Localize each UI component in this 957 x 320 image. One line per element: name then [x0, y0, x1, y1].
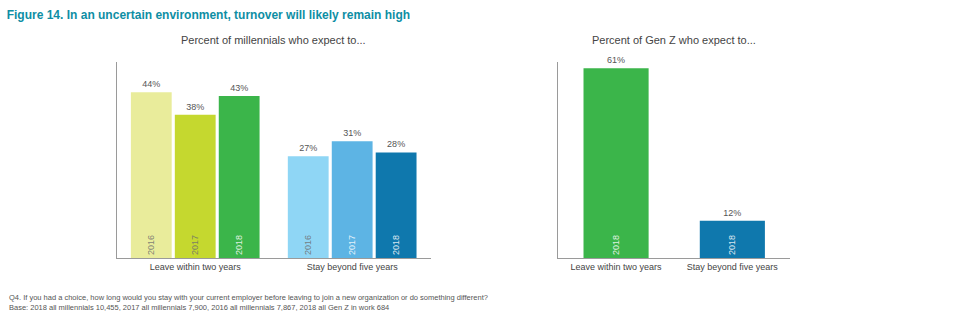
svg-text:61%: 61% [607, 55, 625, 65]
svg-text:2018: 2018 [234, 235, 244, 255]
svg-text:Q4. If you had a choice, how l: Q4. If you had a choice, how long would … [9, 293, 488, 302]
svg-text:Leave within two years: Leave within two years [571, 262, 663, 272]
svg-text:Base: 2018 all millennials 10,: Base: 2018 all millennials 10,455, 2017 … [9, 303, 389, 312]
svg-text:Stay beyond five years: Stay beyond five years [687, 262, 779, 272]
svg-text:Percent of millennials who exp: Percent of millennials who expect to... [181, 34, 366, 46]
svg-text:38%: 38% [186, 102, 204, 112]
svg-text:31%: 31% [343, 128, 361, 138]
svg-text:2018: 2018 [611, 235, 621, 255]
svg-text:27%: 27% [299, 143, 317, 153]
svg-text:Leave within two years: Leave within two years [150, 262, 242, 272]
svg-text:2016: 2016 [146, 235, 156, 255]
svg-text:2016: 2016 [303, 235, 313, 255]
svg-text:2017: 2017 [190, 235, 200, 255]
svg-text:Figure 14. In an uncertain env: Figure 14. In an uncertain environment, … [7, 8, 410, 22]
svg-text:2018: 2018 [727, 235, 737, 255]
svg-text:12%: 12% [723, 208, 741, 218]
svg-text:2018: 2018 [391, 235, 401, 255]
svg-text:44%: 44% [142, 79, 160, 89]
svg-text:Percent of Gen Z who expect to: Percent of Gen Z who expect to... [592, 34, 756, 46]
svg-text:Stay beyond five years: Stay beyond five years [307, 262, 399, 272]
svg-text:2017: 2017 [347, 235, 357, 255]
svg-text:43%: 43% [230, 83, 248, 93]
svg-text:28%: 28% [387, 139, 405, 149]
